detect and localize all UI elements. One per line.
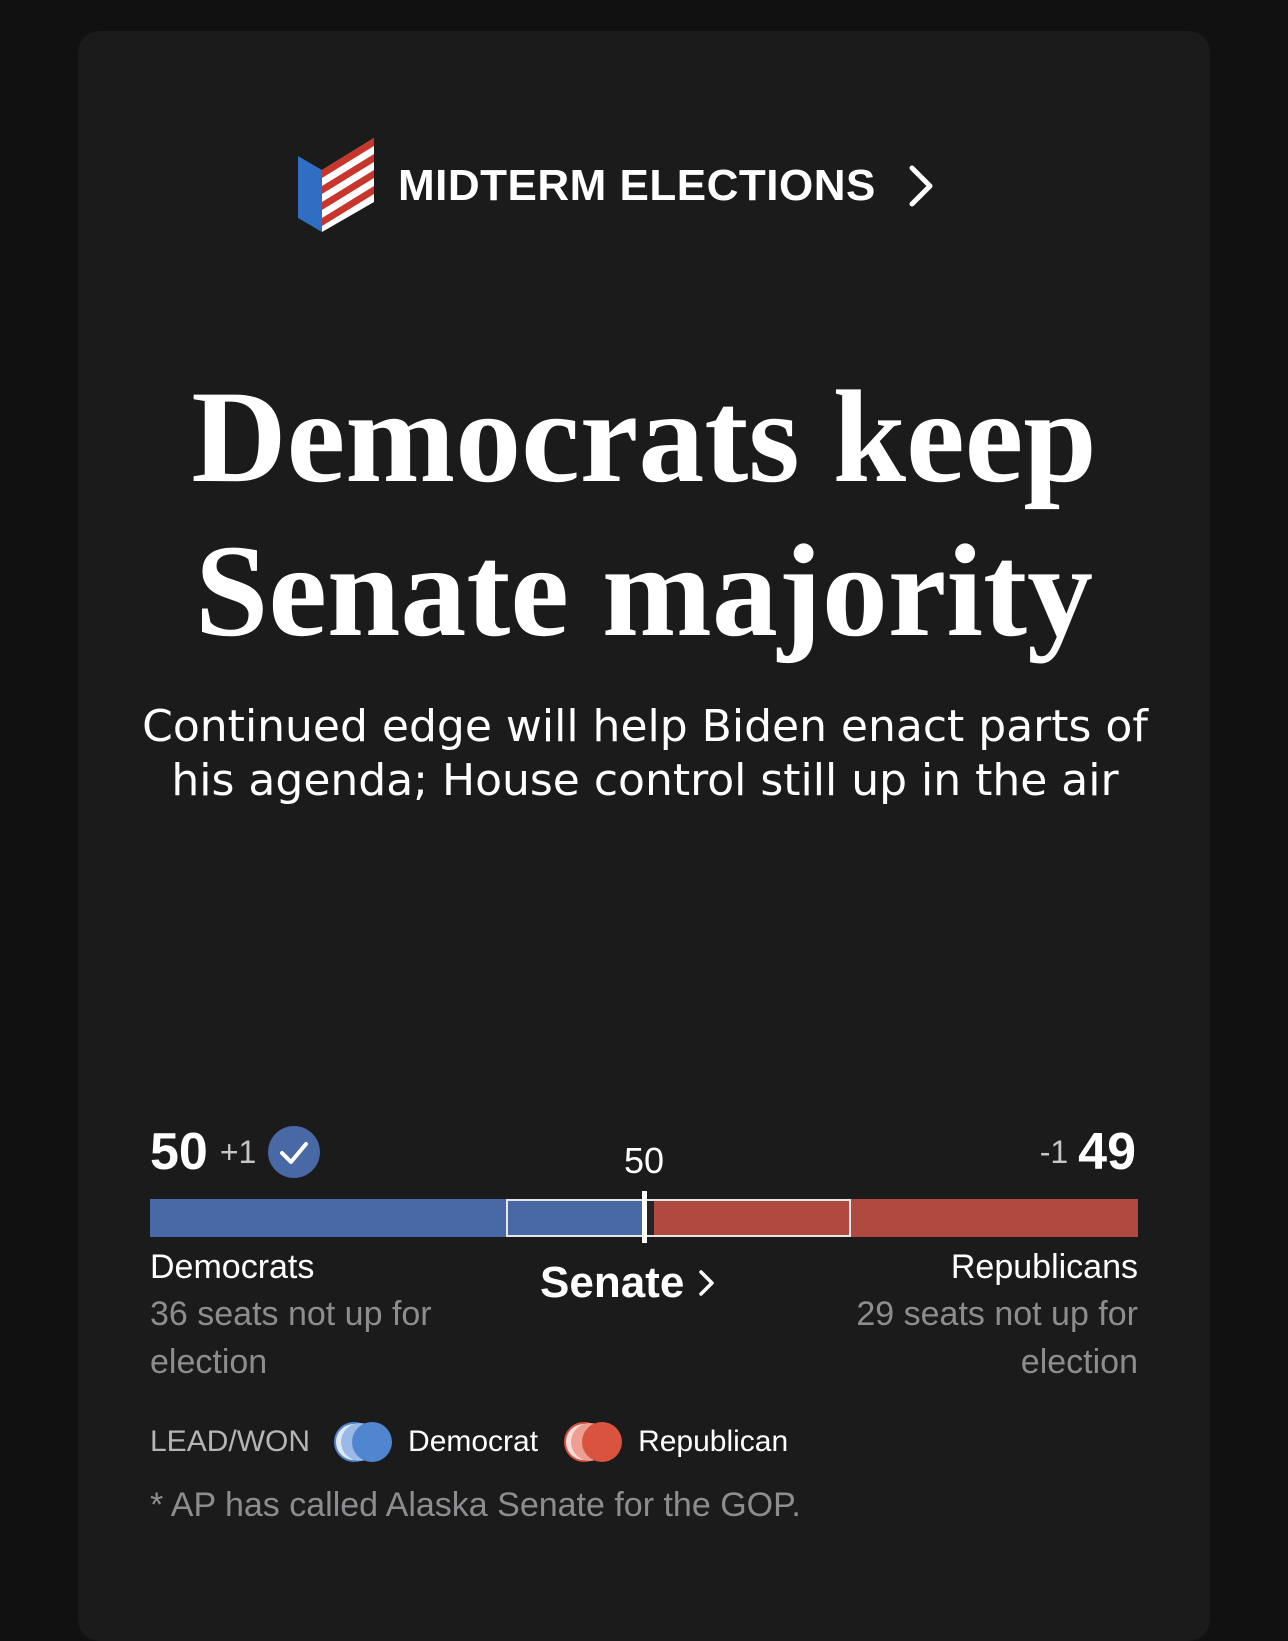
- headline-line-1: Democrats keep: [191, 363, 1097, 510]
- headline[interactable]: Democrats keep Senate majority: [120, 360, 1168, 668]
- legend-republican: Republican: [638, 1425, 789, 1458]
- republican-dot-icon: [564, 1422, 623, 1462]
- up-for-election-outline: [505, 1199, 852, 1237]
- section-title: MIDTERM ELECTIONS: [398, 161, 876, 210]
- senate-link-label: Senate: [540, 1258, 685, 1307]
- republican-seat-count: -1 49: [1040, 1122, 1136, 1182]
- seat-bar: [150, 1191, 1138, 1243]
- chevron-right-icon: [909, 165, 933, 207]
- legend-democrat: Democrat: [408, 1425, 539, 1458]
- senate-link[interactable]: Senate: [540, 1258, 716, 1308]
- legend: LEAD/WON Democrat Republican: [150, 1414, 814, 1470]
- democrat-label: Democrats: [150, 1248, 315, 1286]
- democrat-change: +1: [219, 1133, 257, 1170]
- results-card: [78, 31, 1210, 1641]
- chevron-right-icon: [699, 1270, 715, 1296]
- majority-threshold: 50: [623, 1140, 665, 1181]
- republican-label: Republicans: [950, 1248, 1138, 1286]
- republican-not-up-segment: [851, 1199, 1138, 1237]
- democrat-seat-count: 50 +1: [150, 1122, 321, 1182]
- check-circle-icon: [268, 1126, 321, 1178]
- majority-marker: [641, 1191, 647, 1243]
- republican-won-segment: [653, 1199, 852, 1237]
- republican-label-group: Republicans 29 seats not up for election: [818, 1244, 1138, 1386]
- republican-not-up-note: 29 seats not up for election: [856, 1295, 1138, 1381]
- democrat-seats: 50: [150, 1123, 208, 1181]
- democrat-not-up-note: 36 seats not up for election: [150, 1295, 432, 1381]
- democrat-not-up-segment: [150, 1199, 506, 1237]
- democrat-won-segment: [505, 1199, 644, 1237]
- subheadline: Continued edge will help Biden enact par…: [142, 701, 1148, 806]
- flag-book-icon: [298, 138, 374, 232]
- footnote: * AP has called Alaska Senate for the GO…: [150, 1486, 801, 1524]
- headline-line-2: Senate majority: [194, 517, 1094, 664]
- democrat-label-group: Democrats 36 seats not up for election: [150, 1244, 470, 1386]
- legend-title: LEAD/WON: [150, 1425, 311, 1458]
- republican-seats: 49: [1078, 1123, 1136, 1181]
- republican-change: -1: [1039, 1133, 1069, 1170]
- section-link[interactable]: MIDTERM ELECTIONS: [298, 136, 936, 236]
- democrat-dot-icon: [334, 1422, 393, 1462]
- undecided-segment: [644, 1199, 654, 1237]
